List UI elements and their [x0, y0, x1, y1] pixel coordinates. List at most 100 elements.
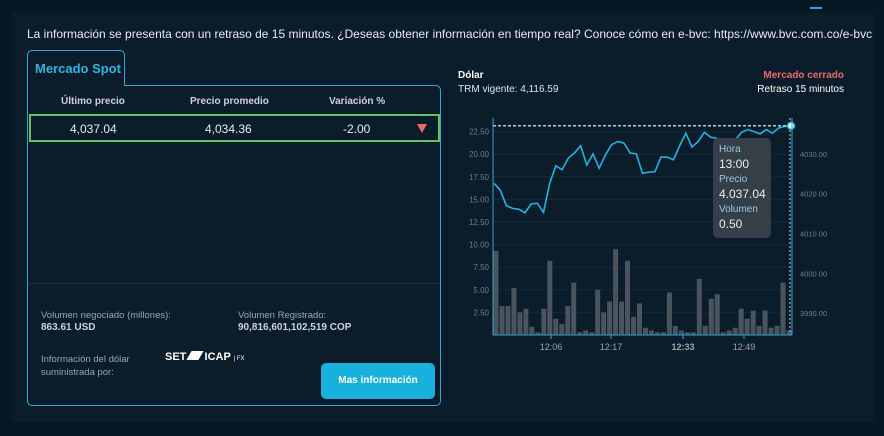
volume-negotiated-label: Volumen negociado (millones):	[41, 310, 171, 321]
right-tick-label: 4000.00	[800, 269, 827, 278]
volume-bar	[654, 332, 660, 335]
volume-bar	[786, 330, 792, 335]
right-tick-label: 3990.00	[800, 309, 827, 318]
volume-bar	[648, 330, 654, 335]
volume-bar	[601, 312, 607, 335]
volume-bar	[750, 310, 756, 335]
volume-bar	[708, 298, 714, 335]
volume-bar	[631, 316, 637, 335]
tooltip-label-volume: Volumen	[719, 204, 758, 215]
volume-bar	[589, 332, 595, 335]
x-tick-label: 12:33	[671, 342, 694, 352]
volume-bar	[720, 332, 726, 335]
volume-bar	[732, 327, 738, 335]
market-status: Mercado cerrado	[763, 70, 844, 81]
delay-label: Retraso 15 minutos	[757, 84, 844, 95]
last-point-marker	[786, 121, 796, 131]
volume-bar	[744, 318, 750, 335]
avg-price: 4,034.36	[205, 122, 252, 136]
volume-bar	[535, 332, 541, 335]
volume-registered-value: 90,816,601,102,519 COP	[238, 322, 352, 333]
tooltip-label-hour: Hora	[719, 144, 741, 155]
tooltip-volume: 0.50	[719, 217, 743, 231]
volume-bar	[595, 289, 601, 335]
volume-bar	[559, 324, 565, 335]
x-tick-label: 12:06	[540, 342, 563, 352]
volume-bar	[672, 325, 678, 335]
tooltip: Hora 13:00 Precio 4.037.04 Volumen 0.50	[713, 138, 771, 238]
left-tick-label: 5.00	[473, 286, 489, 295]
volume-bar	[607, 301, 613, 335]
volume-bar	[690, 332, 696, 335]
provider-label-2: suministrada por:	[41, 367, 114, 378]
trm-value: TRM vigente: 4,116.59	[458, 84, 559, 95]
volume-bar	[643, 327, 648, 335]
spot-card: Último precio Precio promedio Variación …	[27, 85, 441, 406]
volume-bar	[529, 326, 535, 335]
volume-bar	[726, 330, 732, 335]
divider	[28, 283, 440, 284]
tab-mercado-spot[interactable]: Mercado Spot	[27, 50, 125, 86]
volume-bar	[660, 332, 666, 335]
left-tick-label: 22.50	[469, 128, 490, 137]
header-last-price: Último precio	[61, 96, 125, 107]
volume-bar	[714, 294, 720, 335]
volume-bar	[762, 310, 768, 335]
top-indicator	[810, 7, 822, 9]
volume-bar	[696, 278, 702, 335]
chart-title: Dólar	[458, 70, 484, 81]
volume-bar	[511, 287, 517, 335]
right-tick-label: 4010.00	[800, 229, 827, 238]
left-tick-label: 10.00	[469, 241, 490, 250]
table-row[interactable]: 4,037.04 4,034.36 -2.00	[29, 114, 440, 142]
volume-bar	[517, 312, 523, 335]
tooltip-price: 4.037.04	[719, 187, 766, 201]
volume-bar	[505, 306, 511, 335]
volume-bar	[625, 260, 631, 335]
x-tick-label: 12:17	[600, 342, 623, 352]
header-avg-price: Precio promedio	[190, 96, 269, 107]
volume-bar	[571, 282, 577, 335]
left-tick-label: 17.50	[469, 173, 490, 182]
volume-bar	[619, 301, 625, 335]
right-tick-label: 4030.00	[800, 150, 827, 159]
volume-bar	[583, 330, 589, 335]
volume-bar	[768, 327, 774, 335]
volume-bar	[678, 330, 684, 335]
volume-bar	[637, 303, 642, 335]
left-tick-label: 20.00	[469, 150, 490, 159]
volume-bar	[684, 332, 690, 335]
right-tick-label: 4020.00	[800, 190, 827, 199]
volume-bar	[523, 308, 529, 335]
volume-bar	[774, 325, 780, 335]
left-tick-label: 12.50	[469, 218, 490, 227]
volume-bar	[702, 325, 708, 335]
volume-bar	[577, 332, 583, 335]
volume-bar	[780, 282, 786, 335]
tooltip-hour: 13:00	[719, 157, 750, 171]
tooltip-label-price: Precio	[719, 174, 748, 185]
volume-bar	[666, 292, 672, 335]
price-line	[493, 125, 792, 215]
volume-bar	[565, 306, 571, 335]
header-change: Variación %	[329, 96, 386, 107]
volume-registered-label: Volumen Registrado:	[238, 310, 327, 321]
volume-bar	[738, 308, 744, 335]
volume-bar	[756, 325, 762, 335]
volume-bar	[547, 260, 553, 335]
volume-bar	[541, 308, 547, 335]
set-icap-logo: SET ICAP | FX	[165, 351, 245, 363]
left-tick-label: 15.00	[469, 195, 490, 204]
change-percent: -2.00	[343, 122, 371, 136]
last-price: 4,037.04	[70, 122, 117, 136]
price-volume-chart[interactable]: 2.50 5.00 7.50 10.00 12.50 15.00 17.50 20.00 22.…	[455, 110, 855, 360]
more-info-button[interactable]: Mas información	[321, 363, 435, 399]
volume-bar	[553, 318, 559, 335]
volume-bar	[493, 250, 499, 335]
left-tick-label: 2.50	[473, 308, 489, 317]
x-tick-label: 12:49	[733, 342, 756, 352]
volume-bar	[613, 249, 619, 335]
volume-bar	[499, 306, 505, 335]
delay-notice: La información se presenta con un retras…	[27, 27, 873, 41]
left-tick-label: 7.50	[473, 263, 489, 272]
